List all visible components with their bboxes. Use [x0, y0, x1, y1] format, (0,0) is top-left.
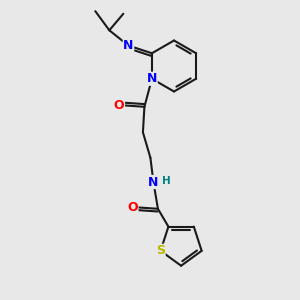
Text: N: N: [123, 39, 134, 52]
Text: O: O: [127, 201, 138, 214]
Text: O: O: [114, 99, 124, 112]
Text: S: S: [156, 244, 165, 257]
Text: N: N: [148, 176, 159, 188]
Text: H: H: [162, 176, 171, 185]
Text: N: N: [147, 72, 157, 85]
